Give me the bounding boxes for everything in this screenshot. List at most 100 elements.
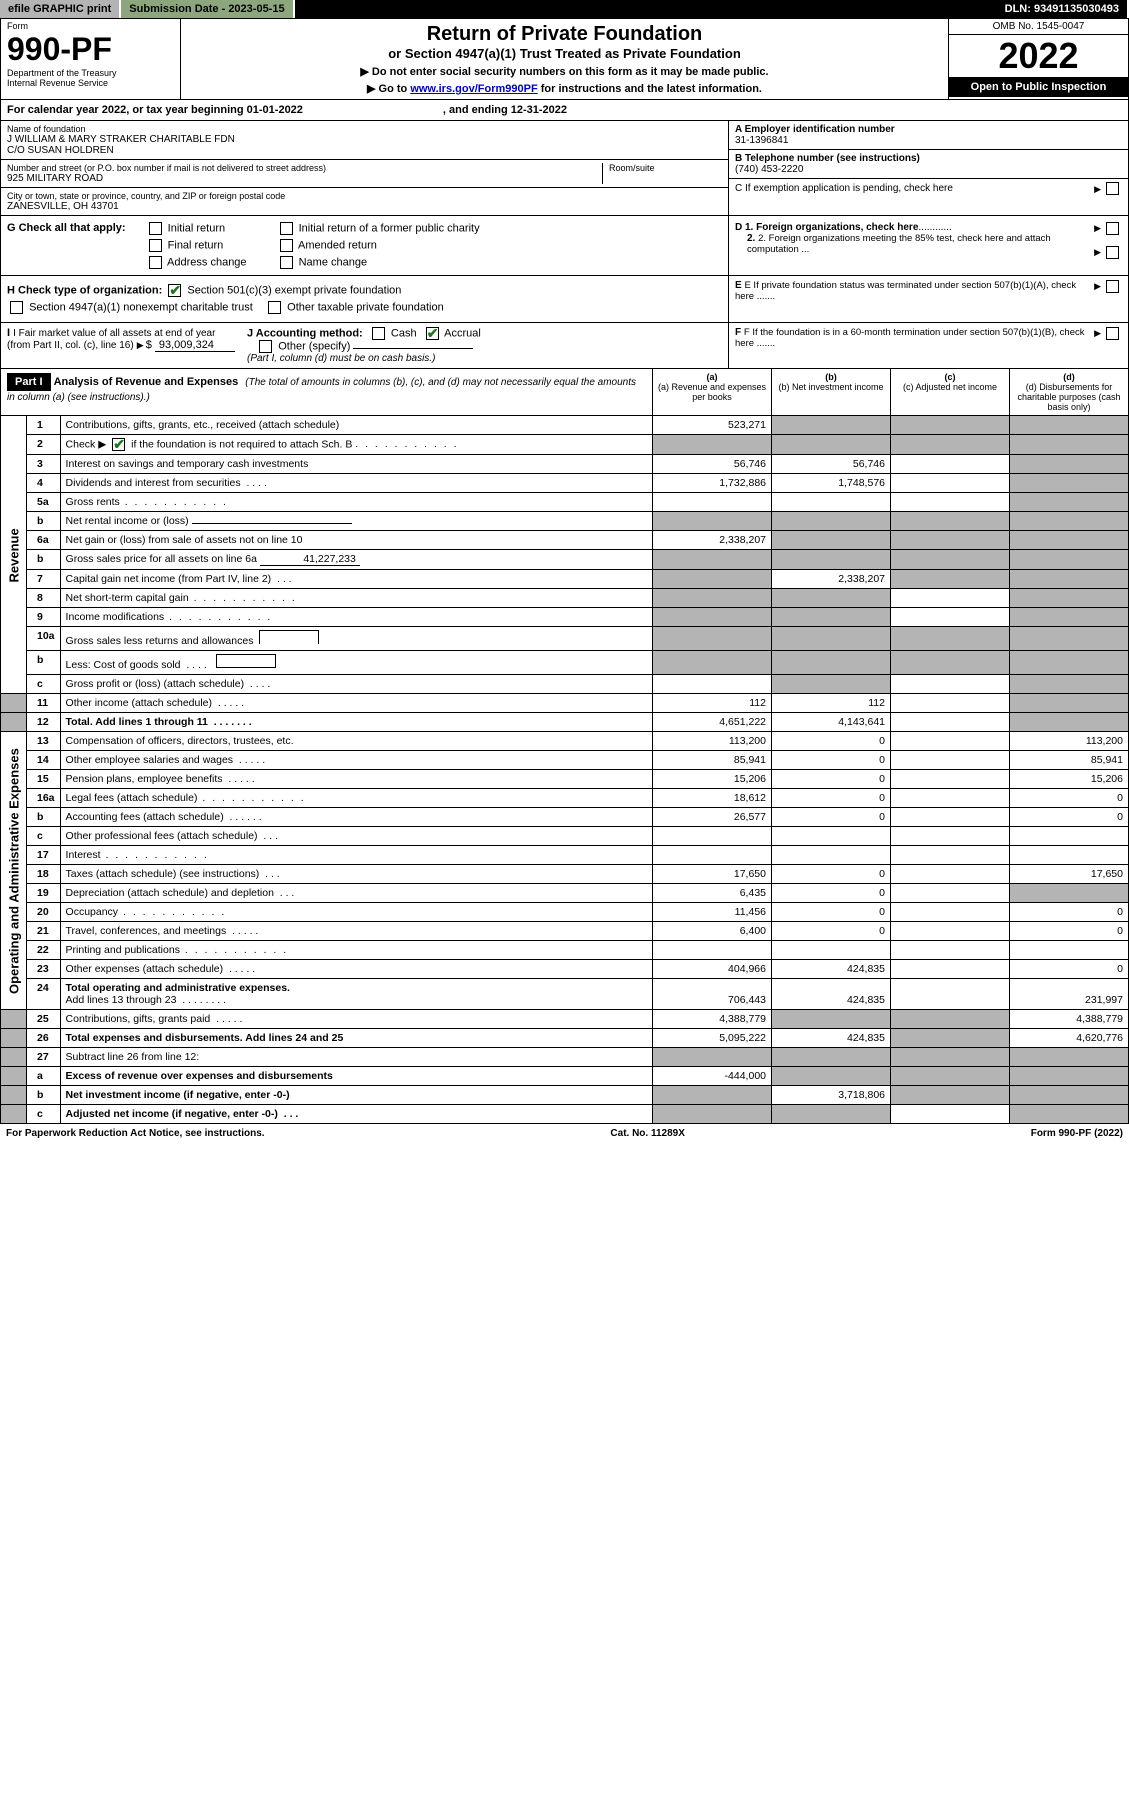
table-row: cAdjusted net income (if negative, enter… (1, 1105, 1129, 1124)
table-row: 16aLegal fees (attach schedule)18,61200 (1, 789, 1129, 808)
phone: (740) 453-2220 (735, 164, 1122, 175)
d1-label: D 1. Foreign organizations, check here (735, 222, 918, 233)
table-row: 22Printing and publications (1, 941, 1129, 960)
j-label: J Accounting method: (247, 327, 363, 339)
col-d-head: (d) (d) Disbursements for charitable pur… (1009, 369, 1128, 415)
f-checkbox[interactable] (1106, 327, 1119, 340)
arrow-icon (1094, 223, 1103, 234)
j-note: (Part I, column (d) must be on cash basi… (247, 353, 722, 364)
h-other-checkbox[interactable] (268, 301, 281, 314)
e-checkbox[interactable] (1106, 280, 1119, 293)
c-label: C If exemption application is pending, c… (735, 183, 1094, 194)
form-subtitle: or Section 4947(a)(1) Trust Treated as P… (201, 46, 928, 61)
table-row: bGross sales price for all assets on lin… (1, 550, 1129, 570)
expenses-side-label: Operating and Administrative Expenses (1, 732, 27, 1010)
table-row: 23Other expenses (attach schedule) . . .… (1, 960, 1129, 979)
footer-right: Form 990-PF (2022) (1031, 1128, 1123, 1139)
form-note1: ▶ Do not enter social security numbers o… (201, 65, 928, 78)
table-row: aExcess of revenue over expenses and dis… (1, 1067, 1129, 1086)
submission-date: Submission Date - 2023-05-15 (121, 0, 294, 18)
top-bar: efile GRAPHIC print Submission Date - 20… (0, 0, 1129, 18)
d2-label: 2. Foreign organizations meeting the 85%… (747, 233, 1051, 255)
phone-label: B Telephone number (see instructions) (735, 153, 1122, 164)
table-row: bLess: Cost of goods sold . . . . (1, 651, 1129, 675)
city-state-zip: ZANESVILLE, OH 43701 (7, 201, 722, 212)
col-c-head: (c) (c) Adjusted net income (890, 369, 1009, 415)
d2-checkbox[interactable] (1106, 246, 1119, 259)
irs-link[interactable]: www.irs.gov/Form990PF (410, 83, 537, 95)
g-former-checkbox[interactable] (280, 222, 293, 235)
table-row: bAccounting fees (attach schedule) . . .… (1, 808, 1129, 827)
table-row: 12Total. Add lines 1 through 11 . . . . … (1, 713, 1129, 732)
e-label: E If private foundation status was termi… (735, 280, 1076, 302)
h-label: H Check type of organization: (7, 284, 162, 296)
col-b-head: (b) (b) Net investment income (771, 369, 890, 415)
omb-number: OMB No. 1545-0047 (949, 19, 1128, 35)
check-section-g: G Check all that apply: Initial return F… (0, 216, 1129, 276)
foundation-name: J WILLIAM & MARY STRAKER CHARITABLE FDN … (7, 134, 722, 156)
j-accrual-checkbox[interactable] (426, 327, 439, 340)
col-a-head: (a) (a) Revenue and expenses per books (652, 369, 771, 415)
table-row: Operating and Administrative Expenses 13… (1, 732, 1129, 751)
h-4947-checkbox[interactable] (10, 301, 23, 314)
j-other-checkbox[interactable] (259, 340, 272, 353)
efile-label: efile GRAPHIC print (0, 0, 121, 18)
table-row: 10aGross sales less returns and allowanc… (1, 627, 1129, 651)
table-row: 6aNet gain or (loss) from sale of assets… (1, 531, 1129, 550)
footer-left: For Paperwork Reduction Act Notice, see … (6, 1128, 265, 1139)
street-address: 925 MILITARY ROAD (7, 173, 602, 184)
table-row: 27Subtract line 26 from line 12: (1, 1048, 1129, 1067)
d1-checkbox[interactable] (1106, 222, 1119, 235)
row-h: H Check type of organization: Section 50… (0, 276, 1129, 323)
h-501c3-checkbox[interactable] (168, 284, 181, 297)
page-footer: For Paperwork Reduction Act Notice, see … (0, 1124, 1129, 1143)
calendar-row: For calendar year 2022, or tax year begi… (0, 100, 1129, 121)
form-title: Return of Private Foundation (201, 23, 928, 46)
form-label: Form (7, 21, 174, 31)
g-final-checkbox[interactable] (149, 239, 162, 252)
j-cash-checkbox[interactable] (372, 327, 385, 340)
city-label: City or town, state or province, country… (7, 191, 722, 201)
table-row: 15Pension plans, employee benefits . . .… (1, 770, 1129, 789)
table-row: 5aGross rents (1, 493, 1129, 512)
part1-label: Part I (7, 373, 51, 391)
table-row: 26Total expenses and disbursements. Add … (1, 1029, 1129, 1048)
form-number: 990-PF (7, 31, 174, 68)
form-note2: ▶ Go to www.irs.gov/Form990PF for instru… (201, 82, 928, 95)
f-label: F If the foundation is in a 60-month ter… (735, 327, 1084, 349)
table-row: 3Interest on savings and temporary cash … (1, 455, 1129, 474)
dept-label: Department of the Treasury Internal Reve… (7, 68, 174, 88)
g-initial-checkbox[interactable] (149, 222, 162, 235)
main-table: Revenue 1Contributions, gifts, grants, e… (0, 416, 1129, 1124)
schb-checkbox[interactable] (112, 438, 125, 451)
part1-title: Analysis of Revenue and Expenses (54, 376, 239, 388)
table-row: 25Contributions, gifts, grants paid . . … (1, 1010, 1129, 1029)
table-row: cOther professional fees (attach schedul… (1, 827, 1129, 846)
g-amended-checkbox[interactable] (280, 239, 293, 252)
ein-label: A Employer identification number (735, 124, 1122, 135)
g-address-checkbox[interactable] (149, 256, 162, 269)
table-row: 14Other employee salaries and wages . . … (1, 751, 1129, 770)
c-checkbox[interactable] (1106, 182, 1119, 195)
revenue-side-label: Revenue (1, 416, 27, 694)
table-row: 18Taxes (attach schedule) (see instructi… (1, 865, 1129, 884)
table-row: bNet investment income (if negative, ent… (1, 1086, 1129, 1105)
form-header: Form 990-PF Department of the Treasury I… (0, 18, 1129, 100)
g-name-checkbox[interactable] (280, 256, 293, 269)
row-ij: I I Fair market value of all assets at e… (0, 323, 1129, 369)
ein: 31-1396841 (735, 135, 1122, 146)
table-row: 8Net short-term capital gain (1, 589, 1129, 608)
addr-label: Number and street (or P.O. box number if… (7, 163, 602, 173)
table-row: 11Other income (attach schedule) . . . .… (1, 694, 1129, 713)
room-label: Room/suite (609, 163, 722, 173)
table-row: 2Check ▶ if the foundation is not requir… (1, 435, 1129, 455)
name-label: Name of foundation (7, 124, 722, 134)
table-row: 17Interest (1, 846, 1129, 865)
table-row: 20Occupancy11,45600 (1, 903, 1129, 922)
table-row: 19Depreciation (attach schedule) and dep… (1, 884, 1129, 903)
table-row: 24Total operating and administrative exp… (1, 979, 1129, 1010)
part1-header-row: Part I Analysis of Revenue and Expenses … (0, 369, 1129, 416)
i-value: 93,009,324 (155, 339, 235, 352)
table-row: bNet rental income or (loss) (1, 512, 1129, 531)
table-row: 9Income modifications (1, 608, 1129, 627)
